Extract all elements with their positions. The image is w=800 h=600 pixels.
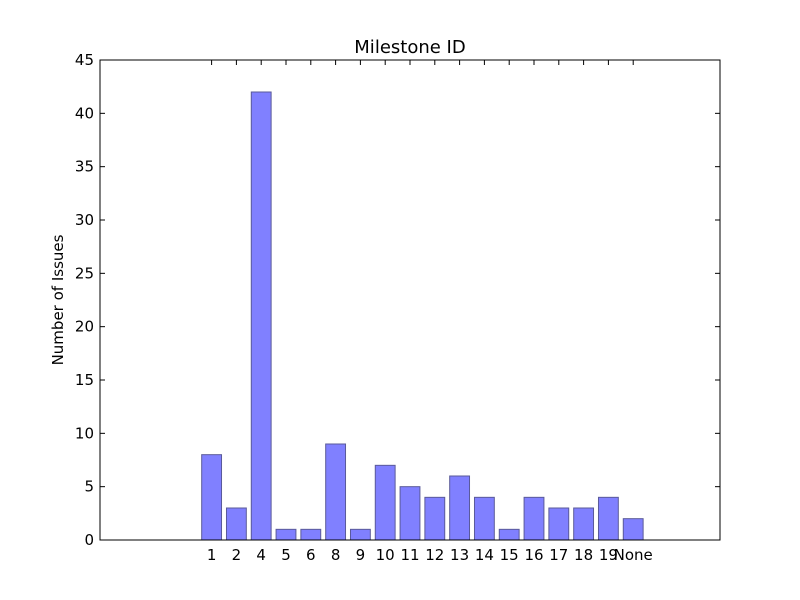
bar-10 (374, 464, 396, 541)
x-tick-label-1: 1 (207, 546, 217, 564)
bar-19 (597, 496, 619, 541)
bar-18 (573, 507, 595, 541)
y-tick-label-25: 25 (75, 264, 94, 282)
plot-frame (99, 59, 721, 541)
x-tick-label-14: 14 (475, 546, 494, 564)
x-tick-label-none: None (614, 546, 653, 564)
bar-12 (424, 496, 446, 541)
x-tick-label-10: 10 (376, 546, 395, 564)
y-tick-label-0: 0 (84, 531, 94, 549)
bar-5 (275, 528, 297, 541)
bar-16 (523, 496, 545, 541)
bar-11 (399, 486, 421, 541)
bar-13 (449, 475, 471, 541)
y-tick-label-30: 30 (75, 211, 94, 229)
bar-17 (548, 507, 570, 541)
x-tick-label-13: 13 (450, 546, 469, 564)
x-tick-label-12: 12 (425, 546, 444, 564)
x-tick-label-17: 17 (549, 546, 568, 564)
y-tick-label-20: 20 (75, 318, 94, 336)
bar-4 (250, 91, 272, 541)
y-tick-label-40: 40 (75, 104, 94, 122)
bar-6 (300, 528, 322, 541)
bar-9 (349, 528, 371, 541)
y-tick-label-45: 45 (75, 51, 94, 69)
axis-ticks (100, 59, 720, 541)
x-tick-label-8: 8 (331, 546, 341, 564)
y-tick-label-10: 10 (75, 424, 94, 442)
x-tick-label-18: 18 (574, 546, 593, 564)
bar-14 (473, 496, 495, 541)
bar-2 (225, 507, 247, 541)
x-tick-label-5: 5 (281, 546, 291, 564)
chart-title: Milestone ID (354, 37, 465, 58)
bars (201, 91, 644, 541)
y-tick-labels: 0 5 10 15 20 25 30 35 40 45 (75, 51, 94, 549)
y-tick-label-15: 15 (75, 371, 94, 389)
bar-15 (498, 528, 520, 541)
bar-1 (201, 454, 223, 541)
bar-none (622, 518, 644, 541)
x-tick-label-16: 16 (524, 546, 543, 564)
bar-8 (325, 443, 347, 541)
y-tick-label-5: 5 (84, 478, 94, 496)
x-tick-label-9: 9 (356, 546, 366, 564)
x-tick-label-11: 11 (400, 546, 419, 564)
x-tick-label-2: 2 (232, 546, 242, 564)
x-tick-label-4: 4 (256, 546, 266, 564)
y-tick-label-35: 35 (75, 158, 94, 176)
x-tick-label-19: 19 (599, 546, 618, 564)
y-axis-label: Number of Issues (49, 234, 67, 365)
x-tick-label-6: 6 (306, 546, 316, 564)
x-tick-label-15: 15 (500, 546, 519, 564)
